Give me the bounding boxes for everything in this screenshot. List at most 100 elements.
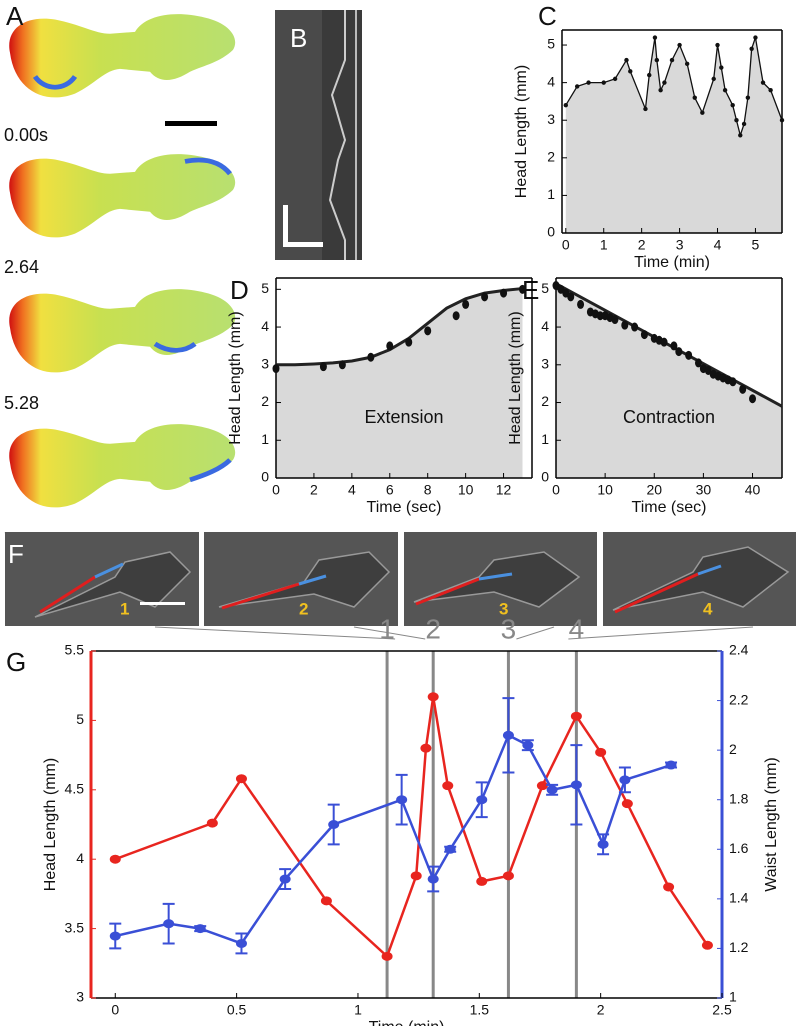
- point: [669, 57, 675, 63]
- y-tick-label: 0: [541, 469, 549, 485]
- point: [424, 326, 432, 336]
- y-tick-label: 1: [261, 431, 269, 447]
- area: [565, 37, 782, 233]
- chart: 0 10 20 30 40 0 1 2 3 4 5 Time (sec) Head Length (mm…: [507, 277, 783, 516]
- y2-tick-label: 1.6: [729, 840, 749, 856]
- point: [663, 882, 675, 892]
- marker-label: 2: [425, 613, 441, 644]
- frame: 4: [603, 532, 796, 626]
- point: [701, 940, 713, 950]
- chart: 1 2 3 40 0.5 1 1.5 2 2.533.544.555.511.21.41.61.…: [42, 613, 780, 1026]
- point: [611, 315, 619, 325]
- y2-tick-label: 1.4: [729, 890, 749, 906]
- y2-tick-label: 1: [729, 989, 737, 1005]
- point: [235, 774, 247, 784]
- x-tick-label: 1: [354, 1002, 362, 1018]
- y-tick-label: 2: [541, 393, 549, 409]
- point: [652, 35, 658, 40]
- point: [427, 874, 439, 884]
- point: [586, 80, 591, 85]
- x-tick-label: 2: [638, 237, 646, 253]
- y2-tick-label: 1.8: [729, 790, 749, 806]
- frame: 3: [404, 532, 597, 626]
- point: [658, 87, 663, 93]
- x-tick-label: 12: [496, 482, 512, 498]
- point: [452, 311, 460, 321]
- y-tick-label: 4.5: [65, 781, 85, 797]
- point: [654, 57, 660, 63]
- point: [719, 65, 724, 70]
- point: [684, 61, 690, 67]
- y-tick-label: 2: [547, 149, 555, 165]
- y2-tick-label: 2: [729, 741, 737, 757]
- point: [643, 106, 648, 112]
- point: [272, 364, 280, 374]
- x-tick-label: 10: [458, 482, 474, 498]
- annotation: Extension: [364, 407, 443, 427]
- y-tick-label: 2: [261, 393, 269, 409]
- chart: 0 1 2 3 4 5 0 1 2 3 4 5 Time (min) Head Length (mm): [513, 29, 785, 271]
- connector: [516, 626, 555, 640]
- point: [621, 320, 629, 330]
- point: [386, 341, 394, 351]
- panel-label: E: [522, 275, 539, 305]
- point: [577, 299, 585, 309]
- y-tick-label: 4: [541, 318, 549, 334]
- x-tick-label: 20: [646, 482, 662, 498]
- point: [367, 352, 375, 362]
- x-tick-label: 30: [696, 482, 712, 498]
- x-tick-label: 1.5: [470, 1002, 490, 1018]
- y-tick-label: 0: [547, 224, 555, 240]
- point: [619, 775, 631, 785]
- y-tick-label: 4: [261, 318, 269, 334]
- point: [500, 288, 508, 298]
- point: [631, 322, 639, 332]
- frame: 2: [204, 532, 398, 626]
- blob: [9, 154, 236, 238]
- point: [444, 844, 456, 854]
- time-label: 2.64: [4, 257, 39, 277]
- point: [462, 299, 470, 309]
- point: [338, 360, 346, 370]
- y-tick-label: 1: [541, 431, 549, 447]
- y-axis-label: Head Length (mm): [42, 758, 59, 891]
- x-axis-label: Time (sec): [367, 499, 442, 516]
- point: [700, 110, 705, 115]
- point: [715, 42, 720, 48]
- x-tick-label: 10: [597, 482, 613, 498]
- y-tick-label: 0: [261, 469, 269, 485]
- x-axis-label: Time (min): [634, 254, 710, 271]
- point: [522, 740, 534, 750]
- point: [601, 80, 606, 85]
- connector: [353, 626, 426, 640]
- frame-label: 4: [703, 599, 713, 618]
- y2-axis-label: Waist Length (mm): [763, 757, 780, 892]
- y2-tick-label: 1.2: [729, 939, 749, 955]
- x-tick-label: 0: [562, 237, 570, 253]
- panel-label: D: [230, 275, 249, 305]
- y-tick-label: 1: [547, 186, 555, 202]
- marker-label: 4: [569, 613, 585, 644]
- point: [319, 362, 327, 372]
- point: [739, 384, 747, 394]
- y-tick-label: 5: [547, 36, 555, 52]
- point: [320, 896, 332, 906]
- x-tick-label: 5: [752, 237, 760, 253]
- point: [328, 820, 340, 829]
- point: [624, 57, 629, 63]
- point: [677, 42, 682, 48]
- frame: 1: [5, 532, 199, 626]
- point: [410, 871, 422, 881]
- point: [381, 951, 393, 961]
- point: [396, 795, 408, 805]
- point: [476, 876, 488, 886]
- x-tick-label: 0.5: [227, 1002, 247, 1018]
- y-tick-label: 3: [76, 989, 84, 1005]
- x-tick-label: 2.5: [712, 1002, 732, 1018]
- y2-tick-label: 2.2: [729, 691, 749, 707]
- time-label: 0.00s: [4, 125, 48, 145]
- y-tick-label: 3: [261, 355, 269, 371]
- point: [660, 337, 668, 347]
- point: [734, 118, 739, 123]
